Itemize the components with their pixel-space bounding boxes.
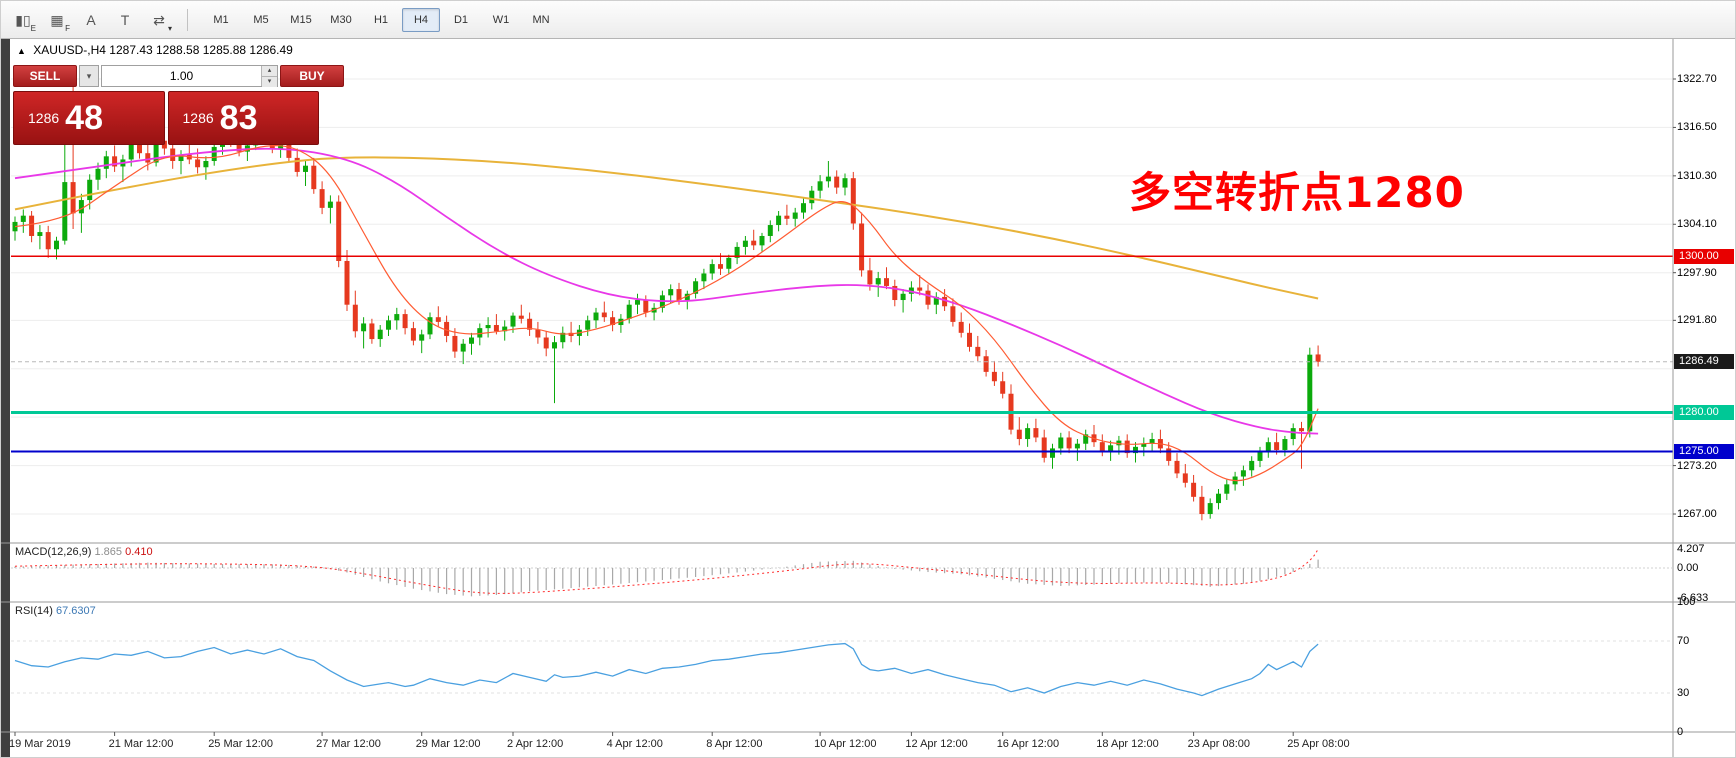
- price-badge-1280: 1280.00: [1674, 404, 1734, 420]
- toolbar-icon-group: ▮▯ E ▦ F A T ⇄ ▾: [9, 7, 173, 33]
- candle-chart-icon[interactable]: ▮▯ E: [15, 11, 36, 33]
- rsi-axis-label: 30: [1677, 687, 1690, 699]
- price-badge-current: 1286.49: [1674, 354, 1734, 370]
- volume-control: ▴ ▾: [101, 65, 278, 87]
- rsi-indicator-label: RSI(14) 67.6307: [15, 605, 96, 617]
- sell-price-small: 1286: [28, 110, 60, 126]
- macd-axis-label: -6.633: [1677, 591, 1709, 604]
- text-box-icon[interactable]: T: [120, 11, 130, 28]
- time-axis-label: 25 Mar 12:00: [208, 738, 274, 750]
- price-axis-label: 1322.70: [1677, 73, 1717, 85]
- time-axis-label: 4 Apr 12:00: [606, 738, 663, 750]
- time-axis-label: 27 Mar 12:00: [316, 738, 381, 750]
- rsi-axis-label: 0: [1677, 726, 1684, 738]
- price-axis-label: 1297.90: [1677, 266, 1717, 279]
- time-axis-label: 21 Mar 12:00: [108, 738, 174, 750]
- timeframe-button-W1[interactable]: W1: [492, 13, 510, 26]
- price-axis-label: 1267.00: [1677, 508, 1717, 521]
- toolbar-separator: [187, 8, 188, 31]
- macd-axis-label: 0.00: [1677, 562, 1699, 574]
- rsi-axis-label: 100: [1677, 596, 1696, 608]
- left-panel-splitter[interactable]: [1, 39, 10, 757]
- time-axis-label: 8 Apr 12:00: [706, 738, 763, 750]
- time-axis-label: 16 Apr 12:00: [996, 738, 1060, 750]
- chart-annotation-text: 多空转折点1280: [1129, 168, 1465, 217]
- sell-price-big: 48: [65, 99, 103, 137]
- timeframe-button-H1[interactable]: H1: [373, 13, 389, 26]
- buy-button[interactable]: BUY: [280, 65, 344, 87]
- time-axis-label: 2 Apr 12:00: [507, 738, 564, 750]
- timeframe-button-M15[interactable]: M15: [290, 13, 312, 26]
- price-axis-label: 1316.50: [1677, 121, 1717, 134]
- time-axis-label: 12 Apr 12:00: [905, 738, 968, 750]
- time-axis-label: 10 Apr 12:00: [814, 738, 877, 750]
- rsi-axis-label: 70: [1677, 635, 1690, 647]
- volume-input[interactable]: [102, 66, 261, 86]
- time-axis-label: 18 Apr 12:00: [1096, 738, 1159, 750]
- volume-down-button[interactable]: ▾: [262, 76, 277, 87]
- ohlc-values: 1287.43 1288.58 1285.88 1286.49: [109, 43, 293, 57]
- macd-indicator-label: MACD(12,26,9) 1.865 0.410: [15, 546, 153, 558]
- toolbar: ▮▯ E ▦ F A T ⇄ ▾ M1 M5 M15 M30 H1 H4 D1 W1 MN: [1, 1, 1735, 39]
- sell-button[interactable]: SELL: [13, 65, 77, 87]
- timeframe-button-M5[interactable]: M5: [253, 13, 269, 26]
- timeframe-group: M1 M5 M15 M30 H1 H4 D1 W1 MN: [202, 7, 560, 32]
- volume-up-button[interactable]: ▴: [262, 66, 277, 76]
- price-axis-label: 1273.20: [1677, 459, 1717, 472]
- timeframe-button-M1[interactable]: M1: [213, 13, 229, 26]
- time-axis-label: 19 Mar 2019: [9, 738, 71, 750]
- volume-preset-dropdown[interactable]: ▾: [79, 65, 99, 87]
- time-axis-label: 29 Mar 12:00: [415, 738, 481, 750]
- symbol-period-label: XAUUSD-,H4: [33, 43, 106, 57]
- timeframe-button-H4[interactable]: H4: [402, 7, 440, 32]
- text-label-icon[interactable]: A: [86, 11, 96, 28]
- price-badge-1275: 1275.00: [1674, 444, 1734, 460]
- timeframe-button-D1[interactable]: D1: [453, 13, 469, 26]
- chevron-down-icon: ▾: [86, 70, 92, 81]
- macd-axis-label: 4.207: [1677, 543, 1705, 556]
- buy-price-tile[interactable]: 1286 83: [167, 91, 319, 145]
- cursor-tools-icon[interactable]: ⇄ ▾: [153, 11, 172, 33]
- one-click-trading-panel: SELL ▾ ▴ ▾ BUY 1286 48 1286 83: [13, 65, 344, 145]
- price-badge-1300: 1300.00: [1674, 248, 1734, 264]
- price-axis-label: 1310.30: [1677, 169, 1717, 182]
- grid-icon[interactable]: ▦ F: [50, 11, 70, 33]
- ohlc-header: ▲ XAUUSD-,H4 1287.43 1288.58 1285.88 128…: [17, 43, 293, 57]
- symbol-marker-icon: ▲: [17, 46, 26, 56]
- price-axis-label: 1291.80: [1677, 314, 1717, 327]
- sell-price-tile[interactable]: 1286 48: [13, 91, 165, 145]
- buy-price-big: 83: [219, 99, 258, 137]
- time-axis-label: 23 Apr 08:00: [1187, 738, 1250, 750]
- buy-price-small: 1286: [182, 110, 214, 126]
- timeframe-button-MN[interactable]: MN: [532, 13, 550, 26]
- time-axis-label: 25 Apr 08:00: [1287, 738, 1350, 750]
- price-axis-label: 1304.10: [1677, 218, 1717, 231]
- timeframe-button-M30[interactable]: M30: [330, 13, 352, 26]
